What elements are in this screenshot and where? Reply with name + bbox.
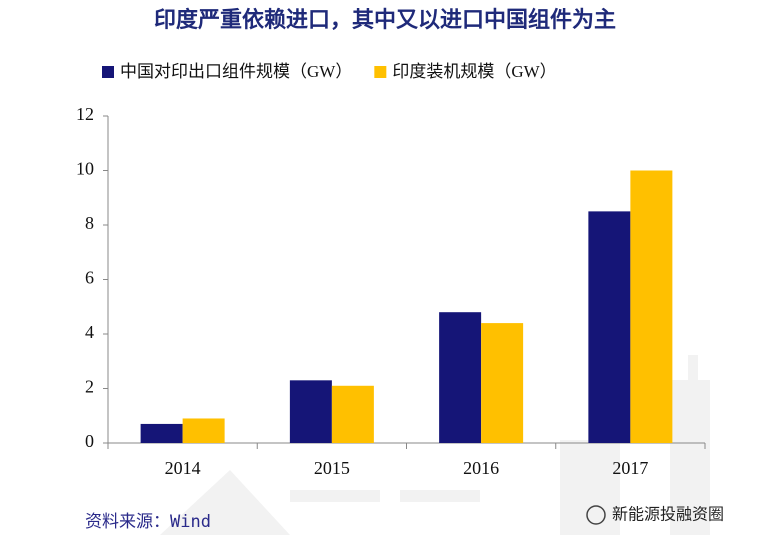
bar bbox=[331, 385, 374, 443]
bar bbox=[182, 418, 225, 443]
watermark-icon bbox=[586, 505, 606, 525]
y-tick-label: 2 bbox=[85, 377, 94, 397]
y-tick-label: 4 bbox=[85, 322, 94, 342]
bar bbox=[289, 380, 332, 443]
source-note: 资料来源：Wind bbox=[85, 512, 211, 532]
bar bbox=[140, 423, 183, 443]
legend-swatch bbox=[374, 66, 387, 78]
legend-label: 中国对印出口组件规模（GW） bbox=[120, 62, 352, 81]
background-decoration bbox=[160, 355, 710, 535]
bar bbox=[439, 312, 482, 443]
x-tick-label: 2017 bbox=[612, 458, 648, 478]
y-tick-label: 8 bbox=[85, 213, 94, 233]
bar bbox=[588, 211, 631, 443]
x-tick-label: 2015 bbox=[314, 458, 350, 478]
y-tick-label: 10 bbox=[76, 159, 94, 179]
y-tick-label: 0 bbox=[85, 431, 94, 451]
bar bbox=[630, 170, 673, 443]
watermark: 新能源投融资圈 bbox=[586, 505, 724, 525]
watermark-text: 新能源投融资圈 bbox=[612, 505, 724, 524]
legend-swatch bbox=[102, 66, 114, 78]
bar bbox=[481, 323, 524, 443]
x-tick-label: 2014 bbox=[165, 458, 201, 478]
x-tick-label: 2016 bbox=[463, 458, 499, 478]
y-tick-label: 6 bbox=[85, 268, 94, 288]
y-tick-label: 12 bbox=[76, 104, 94, 124]
chart-title: 印度严重依赖进口，其中又以进口中国组件为主 bbox=[154, 7, 616, 32]
legend-label: 印度装机规模（GW） bbox=[392, 62, 556, 81]
